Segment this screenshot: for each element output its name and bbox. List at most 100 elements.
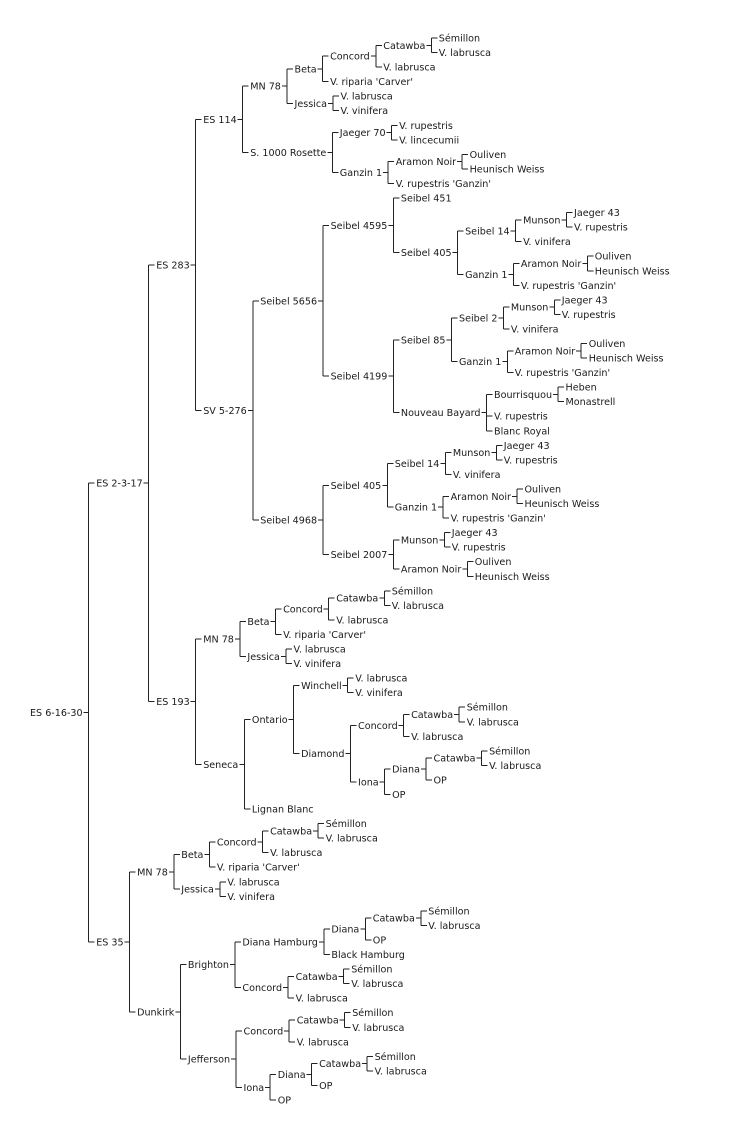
node-label-jaeger-43: Jaeger 43 [561, 295, 608, 306]
node-label-ouliven: Ouliven [470, 150, 507, 161]
node-label-es-114: ES 114 [203, 115, 237, 126]
node-label-v-labrusca: V. labrusca [489, 761, 541, 772]
node-label-ganzin-1: Ganzin 1 [465, 270, 507, 281]
node-label-v-rupestris: V. rupestris [562, 310, 616, 321]
node-label-s-millon: Sémillon [392, 585, 433, 597]
node-label-v-labrusca: V. labrusca [296, 994, 348, 1005]
node-label-v-rupestris: V. rupestris [452, 543, 506, 554]
node-label-v-labrusca: V. labrusca [375, 1066, 427, 1077]
node-label-v-vinifera: V. vinifera [227, 892, 275, 903]
node-label-es-2-3-17: ES 2-3-17 [96, 479, 143, 490]
node-label-seibel-4199: Seibel 4199 [331, 372, 388, 383]
node-label-iona: Iona [358, 777, 379, 788]
node-label-concord: Concord [242, 983, 282, 994]
node-label-mn-78: MN 78 [250, 82, 281, 93]
node-label-v-rupestris: V. rupestris [574, 223, 628, 234]
node-label-v-labrusca: V. labrusca [336, 615, 388, 626]
node-label-aramon-noir: Aramon Noir [515, 346, 575, 357]
node-label-seibel-85: Seibel 85 [401, 335, 446, 346]
node-label-s-millon: Sémillon [489, 745, 530, 757]
node-label-diana-hamburg: Diana Hamburg [242, 937, 317, 948]
node-label-v-vinifera: V. vinifera [453, 470, 501, 481]
node-label-heben: Heben [566, 383, 597, 394]
node-label-es-193: ES 193 [156, 697, 190, 708]
node-label-v-riparia-carver: V. riparia 'Carver' [283, 630, 366, 641]
node-label-jaeger-43: Jaeger 43 [451, 528, 498, 539]
node-label-v-labrusca: V. labrusca [411, 732, 463, 743]
node-label-jaeger-43: Jaeger 43 [573, 208, 620, 219]
node-label-heunisch-weiss: Heunisch Weiss [525, 499, 600, 510]
node-label-ganzin-1: Ganzin 1 [395, 503, 437, 514]
node-label-ouliven: Ouliven [589, 339, 626, 350]
node-label-concord: Concord [244, 1026, 284, 1037]
node-label-s-millon: Sémillon [326, 818, 367, 830]
node-label-v-vinifera: V. vinifera [511, 325, 559, 336]
node-label-seibel-14: Seibel 14 [465, 226, 510, 237]
node-label-catawba: Catawba [434, 754, 476, 765]
node-label-seibel-2: Seibel 2 [459, 314, 497, 325]
node-label-monastrell: Monastrell [566, 397, 616, 408]
node-label-diana: Diana [331, 925, 359, 936]
node-label-ouliven: Ouliven [595, 252, 632, 263]
node-label-catawba: Catawba [297, 1016, 339, 1027]
node-label-jaeger-70: Jaeger 70 [339, 128, 386, 139]
node-label-s-millon: Sémillon [428, 905, 469, 917]
node-label-concord: Concord [358, 721, 398, 732]
node-label-es-35: ES 35 [96, 937, 123, 948]
node-label-munson: Munson [523, 215, 560, 226]
node-label-jefferson: Jefferson [187, 1055, 230, 1066]
node-label-mn-78: MN 78 [137, 867, 168, 878]
node-label-op: OP [392, 790, 406, 801]
node-label-bourrisquou: Bourrisquou [494, 390, 552, 401]
node-label-munson: Munson [511, 303, 548, 314]
node-label-op: OP [373, 936, 387, 947]
node-label-jessica: Jessica [294, 99, 328, 110]
node-label-jessica: Jessica [246, 652, 280, 663]
node-label-heunisch-weiss: Heunisch Weiss [475, 572, 550, 583]
node-label-catawba: Catawba [270, 826, 312, 837]
node-label-seibel-4968: Seibel 4968 [260, 515, 317, 526]
node-label-jaeger-43: Jaeger 43 [503, 441, 550, 452]
node-label-s-1000-rosette: S. 1000 Rosette [250, 148, 326, 159]
node-label-v-lincecumii: V. lincecumii [399, 135, 459, 146]
node-label-seibel-451: Seibel 451 [401, 194, 452, 205]
node-label-ganzin-1: Ganzin 1 [459, 357, 501, 368]
node-label-heunisch-weiss: Heunisch Weiss [595, 266, 670, 277]
node-label-ouliven: Ouliven [525, 485, 562, 496]
node-label-beta: Beta [247, 617, 269, 628]
node-label-iona: Iona [244, 1083, 265, 1094]
node-label-lignan-blanc: Lignan Blanc [252, 805, 314, 816]
node-label-seibel-4595: Seibel 4595 [331, 221, 388, 232]
node-label-v-rupestris: V. rupestris [504, 455, 558, 466]
node-label-op: OP [434, 775, 448, 786]
node-label-diana: Diana [392, 765, 420, 776]
node-label-v-riparia-carver: V. riparia 'Carver' [217, 863, 300, 874]
node-label-catawba: Catawba [383, 41, 425, 52]
node-label-nouveau-bayard: Nouveau Bayard [401, 408, 481, 419]
node-label-sv-5-276: SV 5-276 [203, 406, 247, 417]
node-label-v-labrusca: V. labrusca [439, 48, 491, 59]
node-label-op: OP [278, 1096, 292, 1107]
node-label-op: OP [319, 1081, 333, 1092]
node-label-dunkirk: Dunkirk [137, 1007, 175, 1018]
node-label-v-labrusca: V. labrusca [467, 717, 519, 728]
node-label-es-6-16-30: ES 6-16-30 [30, 708, 83, 719]
node-label-heunisch-weiss: Heunisch Weiss [470, 164, 545, 175]
node-label-munson: Munson [453, 448, 490, 459]
node-label-winchell: Winchell [301, 681, 342, 692]
node-label-concord: Concord [330, 52, 370, 63]
node-label-v-labrusca: V. labrusca [351, 979, 403, 990]
node-label-concord: Concord [217, 837, 257, 848]
node-label-v-rupestris-ganzin: V. rupestris 'Ganzin' [396, 179, 491, 190]
node-label-ontario: Ontario [252, 715, 288, 726]
node-label-diana: Diana [278, 1070, 306, 1081]
node-label-aramon-noir: Aramon Noir [451, 492, 511, 503]
node-label-v-labrusca: V. labrusca [227, 877, 279, 888]
node-label-v-vinifera: V. vinifera [341, 106, 389, 117]
node-label-s-millon: Sémillon [352, 1007, 393, 1019]
node-label-es-283: ES 283 [156, 260, 190, 271]
node-label-munson: Munson [401, 535, 438, 546]
node-label-seibel-14: Seibel 14 [395, 459, 440, 470]
node-label-v-vinifera: V. vinifera [523, 237, 571, 248]
